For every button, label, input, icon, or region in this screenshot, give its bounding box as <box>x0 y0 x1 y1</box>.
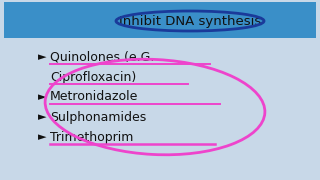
Text: Ciprofloxacin): Ciprofloxacin) <box>50 71 136 84</box>
Text: ►: ► <box>38 92 46 102</box>
Text: Quinolones (e.G.: Quinolones (e.G. <box>50 51 154 64</box>
Text: Trimethoprim: Trimethoprim <box>50 130 133 143</box>
Text: ►: ► <box>38 132 46 142</box>
FancyBboxPatch shape <box>4 2 316 38</box>
Text: Sulphonamides: Sulphonamides <box>50 111 146 123</box>
Text: Metronidazole: Metronidazole <box>50 91 138 104</box>
Text: ►: ► <box>38 52 46 62</box>
Text: ►: ► <box>38 112 46 122</box>
Text: Inhibit DNA synthesis: Inhibit DNA synthesis <box>119 15 261 28</box>
